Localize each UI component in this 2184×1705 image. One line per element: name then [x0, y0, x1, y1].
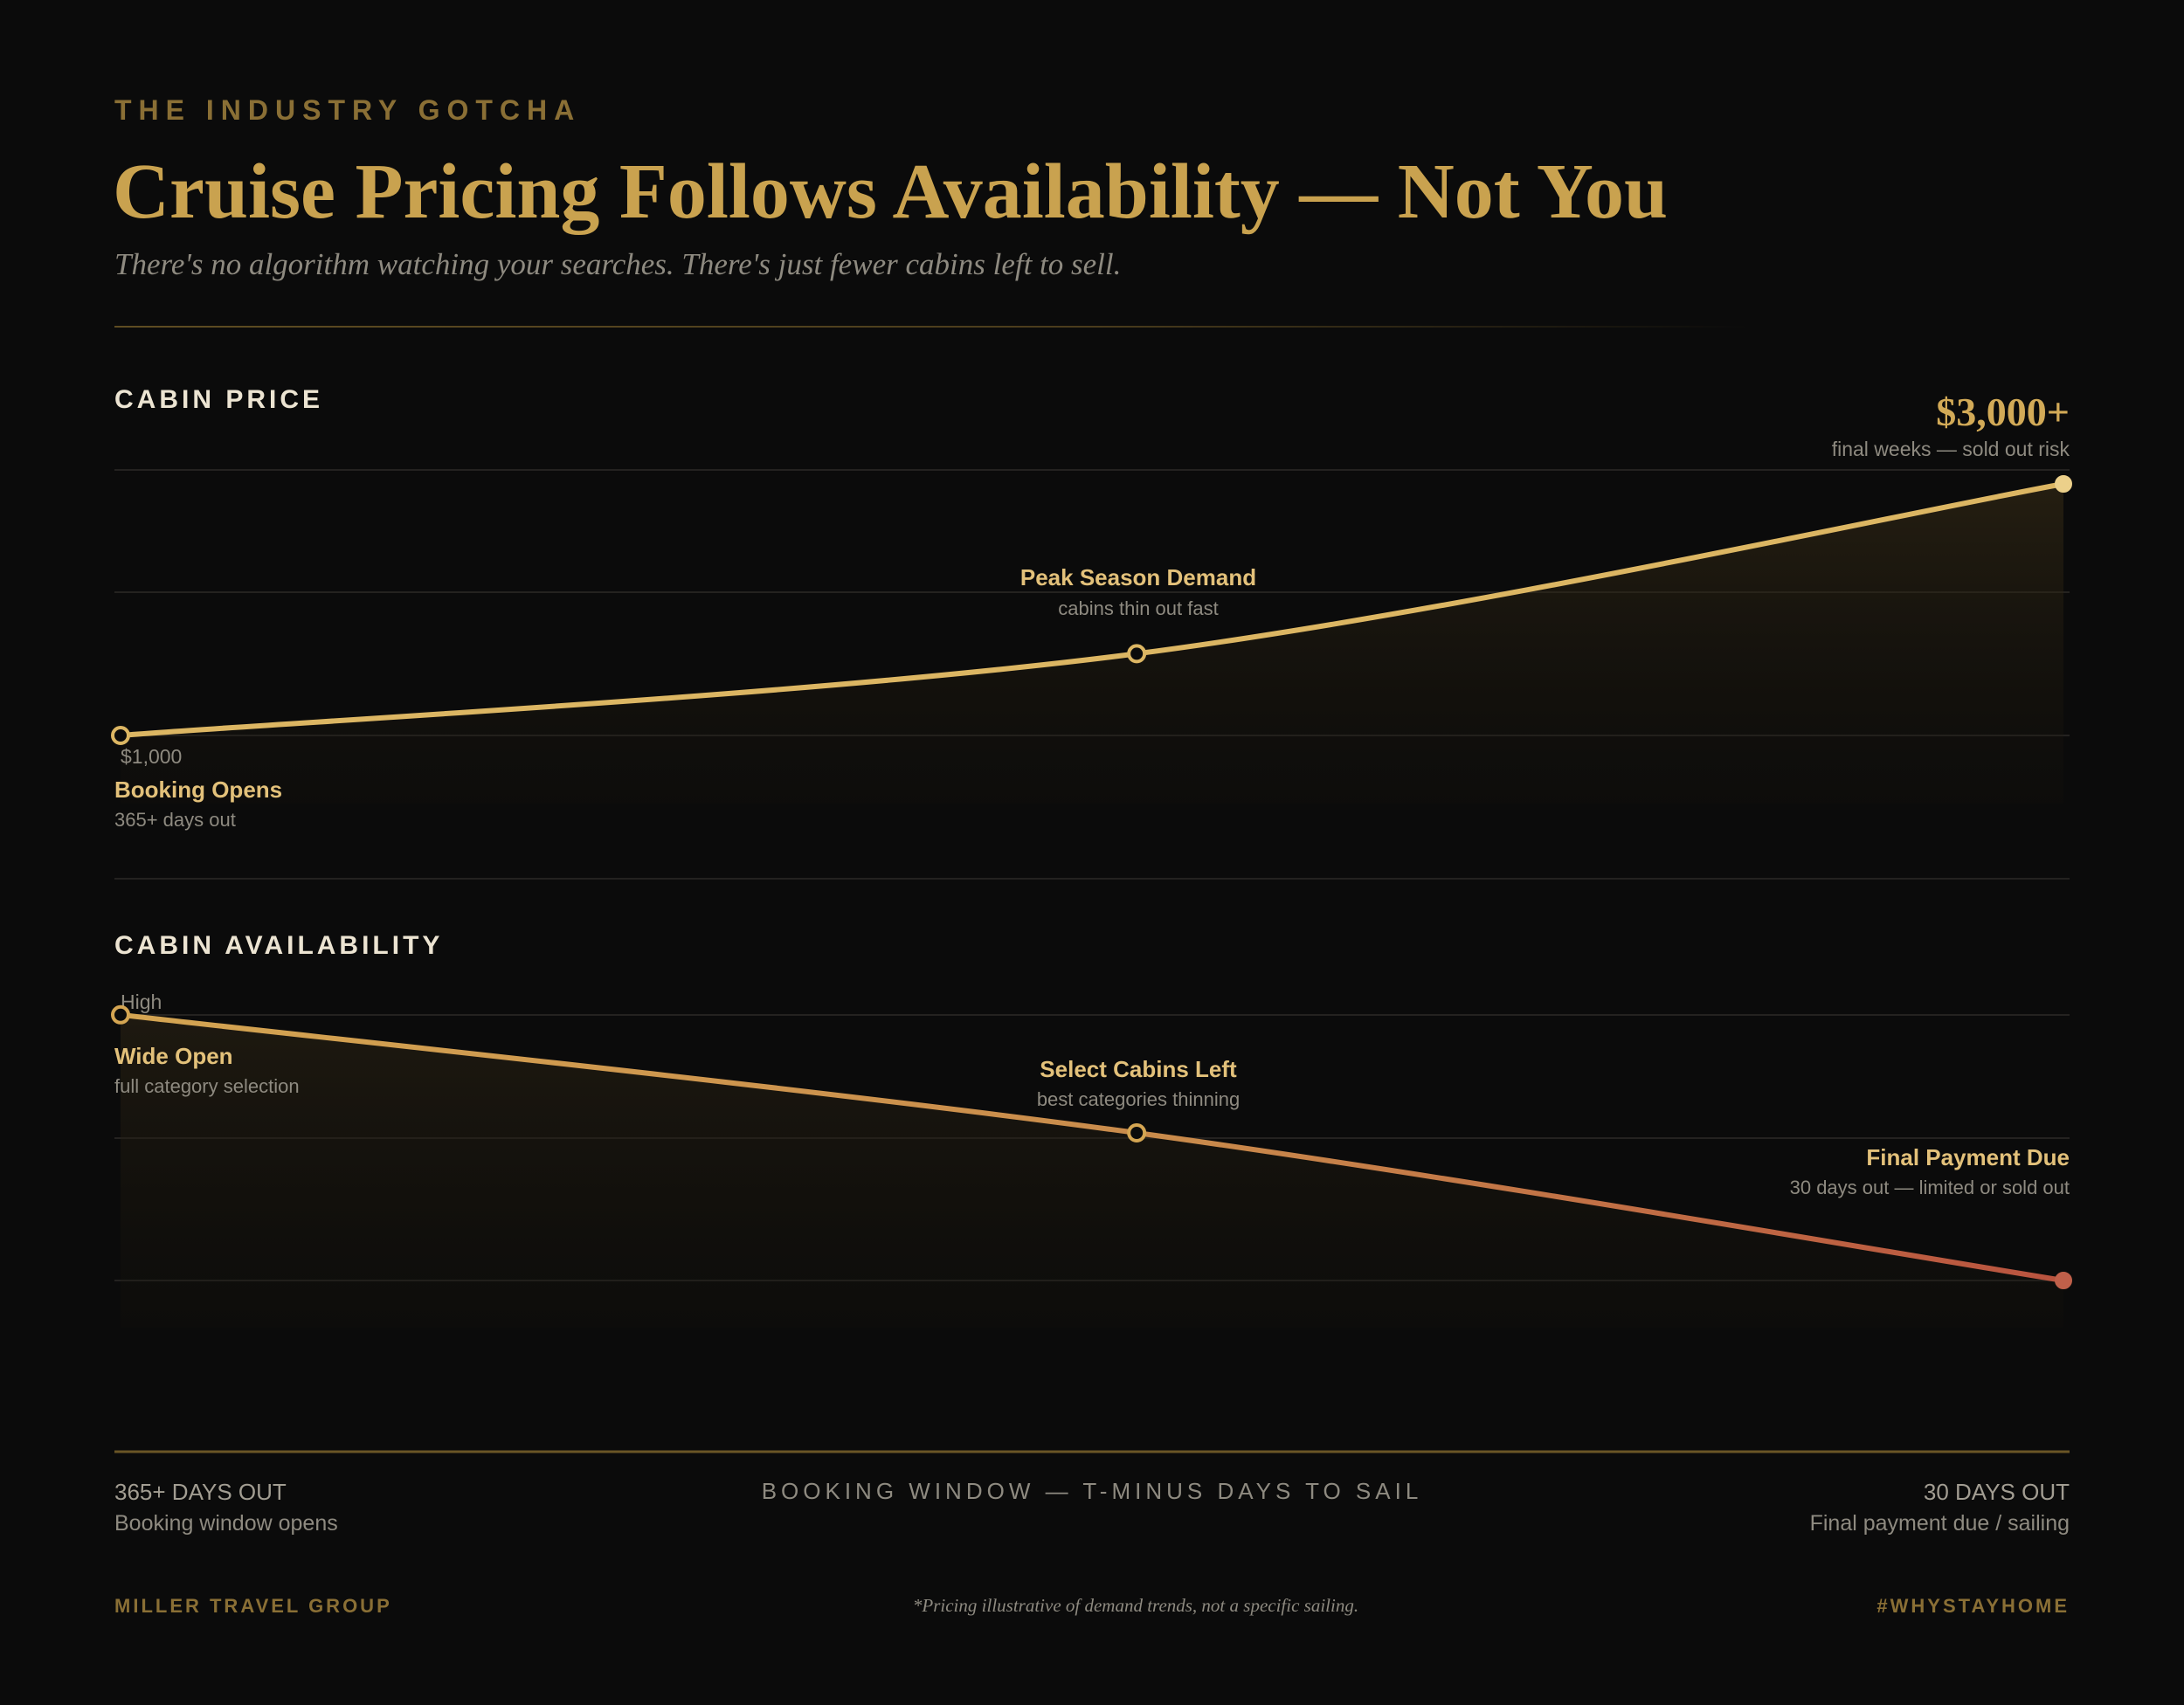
price-point-final-weeks	[2055, 475, 2072, 493]
availability-annotation-open-label: Wide Open	[114, 1043, 233, 1069]
availability-area	[121, 1014, 2063, 1328]
eyebrow: THE INDUSTRY GOTCHA	[114, 94, 582, 126]
header-divider	[114, 326, 1748, 328]
x-axis-start-label: 365+ DAYS OUT	[114, 1479, 287, 1505]
availability-chart-title: CABIN AVAILABILITY	[114, 931, 443, 960]
availability-point-wide-open	[111, 1004, 130, 1025]
footer-brand: MILLER TRAVEL GROUP	[114, 1595, 392, 1617]
price-annotation-open-label: Booking Opens	[114, 777, 282, 803]
availability-annotation-final-label: Final Payment Due	[1866, 1144, 2070, 1170]
availability-annotation-open-note: full category selection	[114, 1075, 300, 1097]
footer-hashtag: #WHYSTAYHOME	[1876, 1595, 2070, 1617]
price-point-peak-season	[1127, 644, 1147, 664]
price-chart-title: CABIN PRICE	[114, 385, 323, 414]
price-annotation-open-note: 365+ days out	[114, 809, 236, 831]
footer-disclaimer: *Pricing illustrative of demand trends, …	[912, 1595, 1359, 1616]
availability-annotation-select-note: best categories thinning	[1037, 1088, 1240, 1110]
availability-point-final-payment	[2055, 1272, 2072, 1289]
x-axis-title: BOOKING WINDOW — T-MINUS DAYS TO SAIL	[761, 1478, 1423, 1504]
price-high-value: $3,000+	[1936, 390, 2070, 434]
price-high-note: final weeks — sold out risk	[1832, 438, 2070, 460]
availability-annotation-final-note: 30 days out — limited or sold out	[1790, 1177, 2070, 1198]
x-axis-start-note: Booking window opens	[114, 1511, 338, 1536]
page-subtitle: There's no algorithm watching your searc…	[114, 247, 1122, 281]
page-title: Cruise Pricing Follows Availability — No…	[113, 148, 1669, 235]
price-annotation-peak-note: cabins thin out fast	[1058, 597, 1218, 619]
availability-annotation-select-label: Select Cabins Left	[1040, 1056, 1237, 1082]
x-axis-end-label: 30 DAYS OUT	[1923, 1479, 2070, 1505]
price-point-booking-opens	[111, 726, 130, 745]
price-low-tick: $1,000	[121, 745, 182, 768]
x-axis-end-note: Final payment due / sailing	[1809, 1511, 2070, 1536]
price-area	[121, 484, 2063, 804]
price-annotation-peak-label: Peak Season Demand	[1020, 564, 1256, 590]
availability-point-select-cabins	[1127, 1123, 1147, 1142]
